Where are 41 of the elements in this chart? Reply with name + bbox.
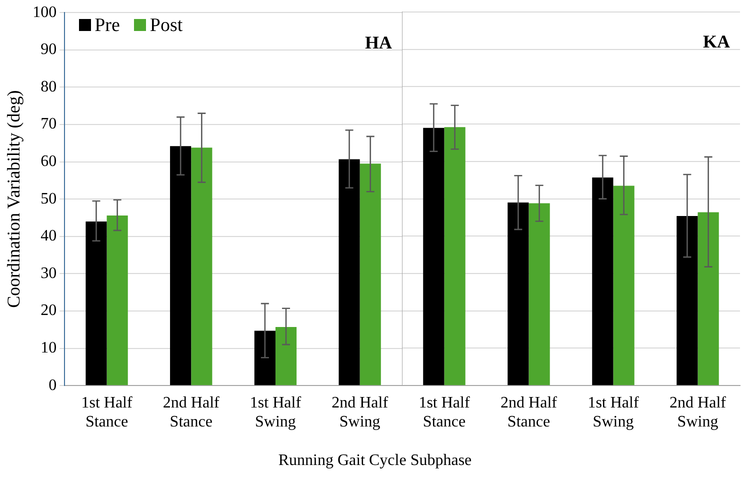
y-tick-label: 20 (40, 302, 57, 320)
bar (170, 146, 192, 386)
x-tick-label: 1st Half Swing (250, 394, 302, 431)
bar (528, 203, 550, 386)
bar (338, 159, 360, 386)
bar (592, 178, 614, 386)
bar (254, 330, 276, 386)
bar (698, 212, 719, 386)
bar (106, 216, 128, 386)
bar (86, 221, 107, 386)
y-tick-label: 30 (40, 264, 57, 282)
bar (676, 216, 698, 386)
bar (444, 127, 466, 386)
x-tick-label: 2nd Half Swing (670, 394, 727, 431)
y-tick-label: 90 (40, 41, 57, 58)
x-tick-label: 2nd Half Stance (500, 394, 558, 431)
x-tick-label: 1st Half Stance (418, 394, 470, 431)
bar (613, 186, 634, 386)
y-axis-title: Coordination Variability (deg) (4, 90, 24, 308)
y-tick-label: 40 (40, 228, 57, 245)
y-tick-label: 0 (48, 376, 57, 394)
bar (423, 128, 444, 386)
annotation: HA (365, 32, 392, 52)
bar (191, 148, 212, 386)
y-tick-label: 70 (40, 116, 57, 133)
x-tick-label: 1st Half Stance (81, 394, 133, 431)
y-tick-label: 100 (32, 4, 57, 21)
bar (275, 327, 297, 386)
bar (360, 164, 381, 386)
x-axis-title: Running Gait Cycle Subphase (277, 452, 473, 470)
x-tick-label: 1st Half Swing (588, 394, 640, 431)
y-tick-label: 60 (40, 153, 57, 170)
legend-label: Pre (94, 14, 120, 37)
x-tick-label: 2nd Half Swing (332, 394, 389, 431)
bar (508, 202, 529, 386)
y-tick-label: 50 (40, 190, 57, 208)
y-tick-label: 10 (40, 340, 57, 357)
x-tick-label: 2nd Half Stance (162, 394, 220, 431)
annotation: KA (703, 32, 730, 52)
y-tick-label: 80 (40, 78, 57, 96)
legend-label: Post (148, 14, 183, 37)
